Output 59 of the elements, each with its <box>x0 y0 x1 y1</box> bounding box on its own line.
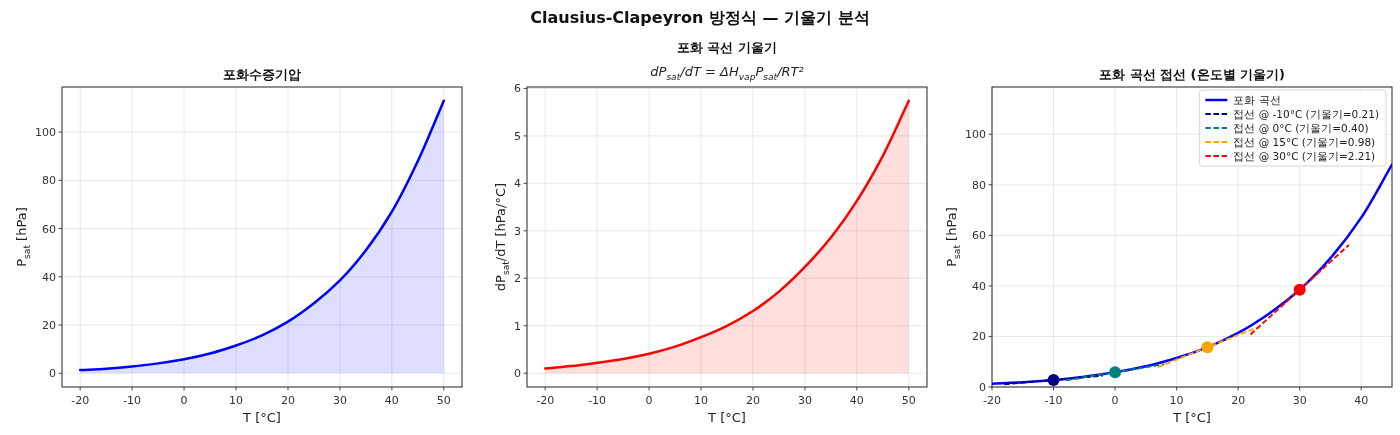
y-tick-label: 20 <box>42 319 56 333</box>
y-tick-label: 6 <box>514 82 521 96</box>
x-tick-label: 10 <box>694 394 709 407</box>
legend-label: 접선 @ 15°C (기울기=0.98) <box>1233 135 1376 148</box>
y-tick-label: 100 <box>965 128 986 142</box>
x-tick-label: 50 <box>901 394 916 407</box>
x-tick-label: 40 <box>849 394 864 407</box>
y-tick-label: 20 <box>972 330 986 344</box>
legend-label: 접선 @ 30°C (기울기=2.21) <box>1233 149 1376 162</box>
y-tick-label: 60 <box>42 222 56 236</box>
y-tick-label: 4 <box>514 177 521 191</box>
x-tick-label: -10 <box>588 394 607 407</box>
x-tick-label: 30 <box>1292 394 1307 407</box>
x-axis-title: T [°C] <box>707 410 746 425</box>
chart-title: 포화 곡선 접선 (온도별 기울기) <box>1099 67 1285 82</box>
x-axis-title: T [°C] <box>242 410 281 425</box>
y-tick-label: 60 <box>972 229 986 243</box>
legend-label: 포화 곡선 <box>1233 93 1281 106</box>
point <box>1109 366 1122 379</box>
x-tick-label: 50 <box>436 394 451 407</box>
y-tick-label: 3 <box>514 224 521 238</box>
x-tick-label: -20 <box>536 394 555 407</box>
x-tick-label: 40 <box>384 394 399 407</box>
y-tick-label: 100 <box>35 126 56 140</box>
x-tick-label: 20 <box>280 394 295 407</box>
x-tick-label: 30 <box>797 394 812 407</box>
y-tick-label: 80 <box>972 178 986 192</box>
y-tick-label: 0 <box>514 367 521 381</box>
y-tick-label: 0 <box>979 381 986 394</box>
x-tick-label: 20 <box>1231 394 1246 407</box>
point <box>1201 341 1214 354</box>
y-tick-label: 40 <box>972 279 986 293</box>
legend-label: 접선 @ 0°C (기울기=0.40) <box>1233 121 1369 134</box>
chart-title: 포화수증기압 <box>223 67 301 82</box>
x-tick-label: 0 <box>1111 394 1119 407</box>
chart-subtitle: dP$_{sat}$/dT = ΔH$_{vap}$P$_{sat}$/RT² <box>650 64 804 82</box>
x-tick-label: -20 <box>983 394 1001 407</box>
x-tick-label: 10 <box>229 394 244 407</box>
y-tick-label: 0 <box>49 367 56 381</box>
point <box>1047 373 1060 386</box>
y-tick-label: 1 <box>514 319 521 333</box>
x-tick-label: 0 <box>180 394 188 407</box>
x-tick-label: 10 <box>1169 394 1184 407</box>
text: Clausius-Clapeyron 방정식 — 기울기 분석 <box>530 8 870 27</box>
x-tick-label: 20 <box>745 394 760 407</box>
point <box>1293 283 1306 296</box>
x-tick-label: 30 <box>332 394 347 407</box>
y-tick-label: 2 <box>514 272 521 286</box>
y-tick-label: 80 <box>42 174 56 188</box>
y-tick-label: 5 <box>514 129 521 143</box>
x-axis-title: T [°C] <box>1172 410 1211 425</box>
x-tick-label: -20 <box>71 394 90 407</box>
x-tick-label: -10 <box>1044 394 1063 407</box>
y-tick-label: 40 <box>42 270 56 284</box>
x-tick-label: 40 <box>1354 394 1369 407</box>
x-tick-label: -10 <box>123 394 142 407</box>
chart-title: 포화 곡선 기울기 <box>676 40 778 55</box>
legend-label: 접선 @ -10°C (기울기=0.21) <box>1233 107 1379 120</box>
x-tick-label: 0 <box>645 394 653 407</box>
